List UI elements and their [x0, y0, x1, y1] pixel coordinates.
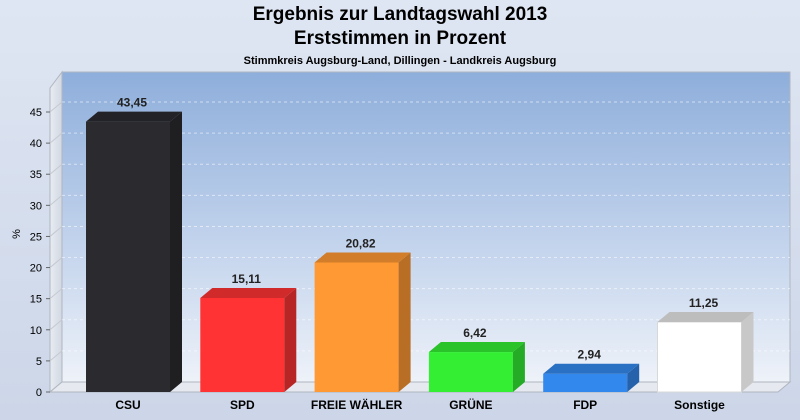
- grid-line-side: [49, 319, 63, 331]
- bar-top: [657, 312, 754, 322]
- bar-top: [428, 342, 525, 353]
- grid-line-side: [49, 163, 63, 175]
- grid-line-side: [49, 101, 63, 113]
- grid-line-side: [49, 132, 63, 144]
- chart-title-line2: Erststimmen in Prozent: [293, 28, 507, 49]
- x-tick-label: FDP: [573, 398, 597, 412]
- y-axis-ticks: 0 5 10 15 20 25 30 35 40 45: [30, 107, 50, 399]
- y-tick-label: 0: [36, 387, 42, 399]
- bar-gr-ne: 6,42: [428, 326, 525, 392]
- y-tick-label: 15: [30, 294, 42, 306]
- bar-csu: 43,45: [86, 96, 182, 393]
- bar-value-label: 43,45: [117, 96, 147, 110]
- bar-front: [200, 297, 285, 392]
- bar-sonstige: 11,25: [657, 296, 754, 393]
- y-tick-label: 25: [30, 231, 42, 243]
- bar-front: [543, 373, 628, 392]
- bar-front: [428, 352, 513, 392]
- bar-value-label: 6,42: [463, 326, 487, 340]
- bar-front: [86, 121, 170, 393]
- bar-top: [86, 111, 182, 122]
- bar-freie-w-hler: 20,82: [314, 236, 411, 392]
- x-tick-label: CSU: [115, 398, 140, 412]
- grid-lines: [49, 101, 790, 362]
- y-tick-label: 35: [30, 169, 42, 181]
- x-tick-label: FREIE WÄHLER: [311, 397, 403, 412]
- bar-fdp: 2,94: [543, 348, 640, 392]
- bar-side: [512, 342, 525, 392]
- grid-line-side: [49, 288, 63, 300]
- bar-top: [200, 287, 297, 298]
- y-tick-label: 40: [30, 138, 42, 150]
- y-tick-label: 20: [30, 263, 42, 275]
- bar-top: [543, 363, 640, 374]
- chart-title: Ergebnis zur Landtagswahl 2013: [252, 4, 548, 25]
- bar-top: [314, 252, 411, 263]
- grid-line-side: [49, 350, 63, 362]
- grid-line-side: [49, 226, 63, 237]
- chart-subtitle: Stimmkreis Augsburg-Land, Dillingen - La…: [243, 55, 557, 67]
- bar-value-label: 15,11: [232, 272, 262, 286]
- bar-side: [627, 363, 640, 392]
- bar-side: [741, 312, 754, 392]
- x-tick-label: Sonstige: [674, 398, 725, 412]
- y-tick-label: 10: [30, 325, 42, 337]
- x-tick-label: GRÜNE: [449, 397, 492, 412]
- bars: 43,45 15,11 20,82 6,42 2,94 11,25: [86, 96, 754, 393]
- bar-front: [314, 262, 399, 392]
- bar-side: [170, 111, 182, 393]
- grid-line-side: [49, 257, 63, 268]
- bar-value-label: 20,82: [346, 236, 376, 250]
- x-tick-label: SPD: [230, 398, 255, 412]
- bar-front: [657, 321, 742, 393]
- y-tick-label: 5: [36, 356, 42, 368]
- x-axis-labels: CSU SPD FREIE WÄHLER GRÜNE FDP Sonstige: [115, 397, 725, 412]
- bar-value-label: 2,94: [578, 348, 602, 362]
- grid-line-side: [49, 194, 63, 206]
- y-tick-label: 30: [30, 200, 42, 212]
- bar-side: [284, 287, 297, 392]
- y-tick-label: 45: [30, 107, 42, 119]
- bar-spd: 15,11: [200, 272, 297, 392]
- bar-value-label: 11,25: [689, 296, 719, 310]
- y-axis-label: %: [11, 229, 23, 239]
- bar-side: [398, 252, 411, 392]
